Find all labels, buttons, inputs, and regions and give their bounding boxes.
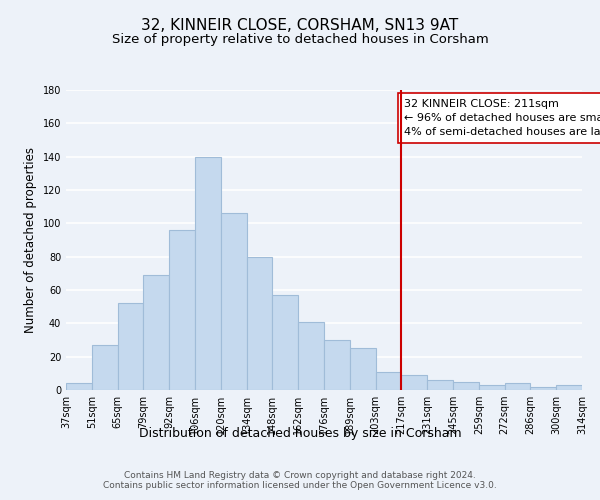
Bar <box>221 214 247 390</box>
Bar <box>350 348 376 390</box>
Bar <box>453 382 479 390</box>
Text: Contains HM Land Registry data © Crown copyright and database right 2024.
Contai: Contains HM Land Registry data © Crown c… <box>103 470 497 490</box>
Bar <box>376 372 401 390</box>
Bar <box>272 295 298 390</box>
Text: Distribution of detached houses by size in Corsham: Distribution of detached houses by size … <box>139 428 461 440</box>
Bar <box>143 275 169 390</box>
Bar <box>247 256 272 390</box>
Bar <box>479 385 505 390</box>
Bar <box>530 386 556 390</box>
Bar <box>118 304 143 390</box>
Bar <box>427 380 453 390</box>
Text: 32 KINNEIR CLOSE: 211sqm
← 96% of detached houses are smaller (727)
4% of semi-d: 32 KINNEIR CLOSE: 211sqm ← 96% of detach… <box>404 99 600 137</box>
Bar <box>505 384 530 390</box>
Text: Size of property relative to detached houses in Corsham: Size of property relative to detached ho… <box>112 32 488 46</box>
Bar <box>324 340 350 390</box>
Y-axis label: Number of detached properties: Number of detached properties <box>24 147 37 333</box>
Bar <box>66 384 92 390</box>
Bar <box>401 375 427 390</box>
Bar <box>298 322 324 390</box>
Bar <box>169 230 195 390</box>
Bar <box>195 156 221 390</box>
Bar <box>92 345 118 390</box>
Text: 32, KINNEIR CLOSE, CORSHAM, SN13 9AT: 32, KINNEIR CLOSE, CORSHAM, SN13 9AT <box>142 18 458 32</box>
Bar <box>556 385 582 390</box>
